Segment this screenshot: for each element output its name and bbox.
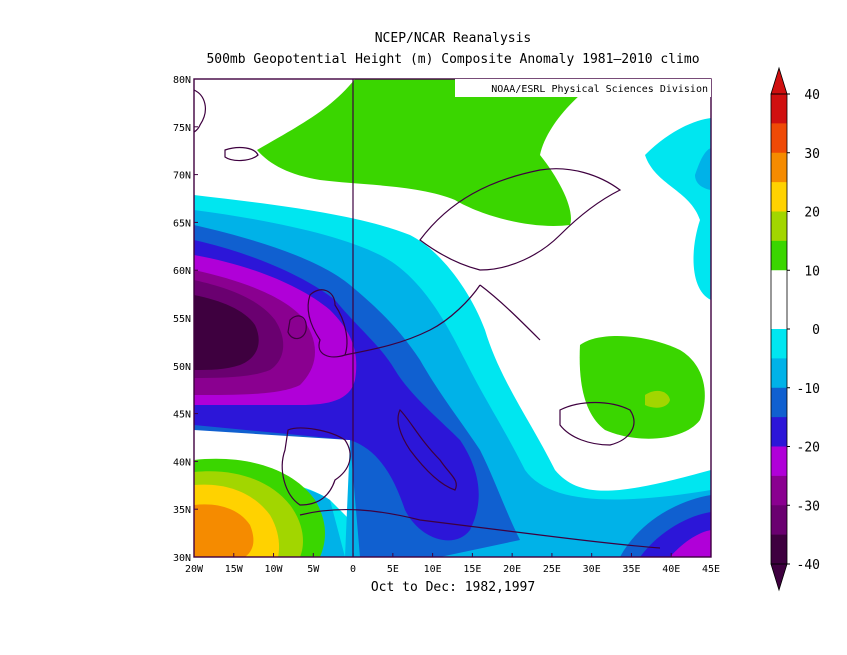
colorbar-segment <box>771 329 787 359</box>
colorbar-top-arrow <box>770 66 788 95</box>
contour-neg-40 <box>194 295 259 370</box>
lat-tick-label: 35N <box>173 505 191 516</box>
lat-tick-label: 75N <box>173 123 191 134</box>
colorbar-segment <box>771 182 787 212</box>
colorbar-label: 0 <box>812 323 820 338</box>
colorbar-segment <box>771 270 787 301</box>
colorbar-segment <box>771 240 787 271</box>
lat-tick-label: 55N <box>173 314 191 325</box>
lon-tick-label: 25E <box>543 564 561 575</box>
coastline-europe <box>344 284 541 356</box>
lon-tick-label: 30E <box>583 564 601 575</box>
lon-tick-label: 10W <box>265 564 284 575</box>
colorbar-label: 10 <box>804 264 820 279</box>
contour-ukraine-pos <box>579 335 705 439</box>
lon-tick-label: 20E <box>503 564 521 575</box>
colorbar-label: -30 <box>797 499 820 514</box>
colorbar-segment <box>771 475 787 506</box>
lat-tick-label: 45N <box>173 410 191 421</box>
lat-tick-label: 65N <box>173 218 191 229</box>
lat-tick-label: 60N <box>173 266 191 277</box>
credit-text: NOAA/ESRL Physical Sciences Division <box>491 84 708 95</box>
contour-ne-neg <box>645 118 711 300</box>
contour-east-med-neg3 <box>670 530 711 557</box>
footer-caption: Oct to Dec: 1982,1997 <box>370 580 536 595</box>
colorbar-segment <box>771 299 787 330</box>
lon-tick-label: 35E <box>622 564 640 575</box>
chart-title: NCEP/NCAR Reanalysis <box>374 31 532 46</box>
lon-tick-label: 20W <box>185 564 204 575</box>
lon-tick-label: 5E <box>387 564 399 575</box>
chart-subtitle: 500mb Geopotential Height (m) Composite … <box>206 52 700 67</box>
lat-tick-label: 50N <box>173 362 191 373</box>
colorbar: 40 30 20 10 0 -10 -20 -30 -40 <box>770 66 820 592</box>
coastline-iceland <box>224 146 259 162</box>
colorbar-label: 30 <box>804 147 820 162</box>
lon-tick-label: 5W <box>307 564 320 575</box>
colorbar-segment <box>771 211 787 242</box>
lon-tick-label: 15W <box>225 564 244 575</box>
colorbar-segment <box>771 446 787 477</box>
credit-box <box>455 79 711 97</box>
lon-tick-label: 45E <box>702 564 720 575</box>
colorbar-label: -20 <box>797 441 820 456</box>
contour-morocco-pos20 <box>194 504 254 557</box>
lat-tick-label: 30N <box>173 553 191 564</box>
contour-norway-pos <box>257 79 600 226</box>
colorbar-segment <box>771 94 787 124</box>
lon-tick-label: 10E <box>424 564 442 575</box>
coastlines <box>194 89 661 549</box>
colorbar-segment <box>771 387 787 418</box>
colorbar-segment <box>771 417 787 447</box>
colorbar-segment <box>771 358 787 389</box>
lon-tick-label: 0 <box>350 564 356 575</box>
coastline-scandinavia <box>419 168 622 271</box>
lat-tick-label: 80N <box>173 75 191 86</box>
colorbar-segment <box>771 123 787 154</box>
lon-tick-label: 15E <box>463 564 481 575</box>
colorbar-label: 40 <box>804 88 820 103</box>
colorbar-label: 20 <box>804 206 820 221</box>
lon-tick-label: 40E <box>662 564 680 575</box>
colorbar-segment <box>771 152 787 183</box>
colorbar-segment <box>771 534 787 565</box>
coastline-italy <box>397 408 457 491</box>
contour-ukraine-pos2 <box>645 390 670 408</box>
colorbar-label: -10 <box>797 382 820 397</box>
colorbar-segment <box>771 505 787 536</box>
coastline-greenland <box>194 89 206 133</box>
lon-axis: 20W 15W 10W 5W 0 5E 10E 15E 20E 25E 30E 35E 40E 45E <box>185 553 720 575</box>
coastline-black-sea <box>559 401 635 446</box>
lat-tick-label: 70N <box>173 171 191 182</box>
lat-axis: 80N 75N 70N 65N 60N 55N 50N 45N 40N 35N 30N <box>173 75 198 564</box>
coastline-iberia <box>281 427 351 506</box>
coastline-ireland <box>287 315 307 340</box>
coastline-north-africa <box>299 508 661 549</box>
anomaly-field <box>194 79 711 557</box>
lat-tick-label: 40N <box>173 457 191 468</box>
contour-ne-neg2 <box>695 148 711 190</box>
colorbar-label: -40 <box>797 558 820 573</box>
